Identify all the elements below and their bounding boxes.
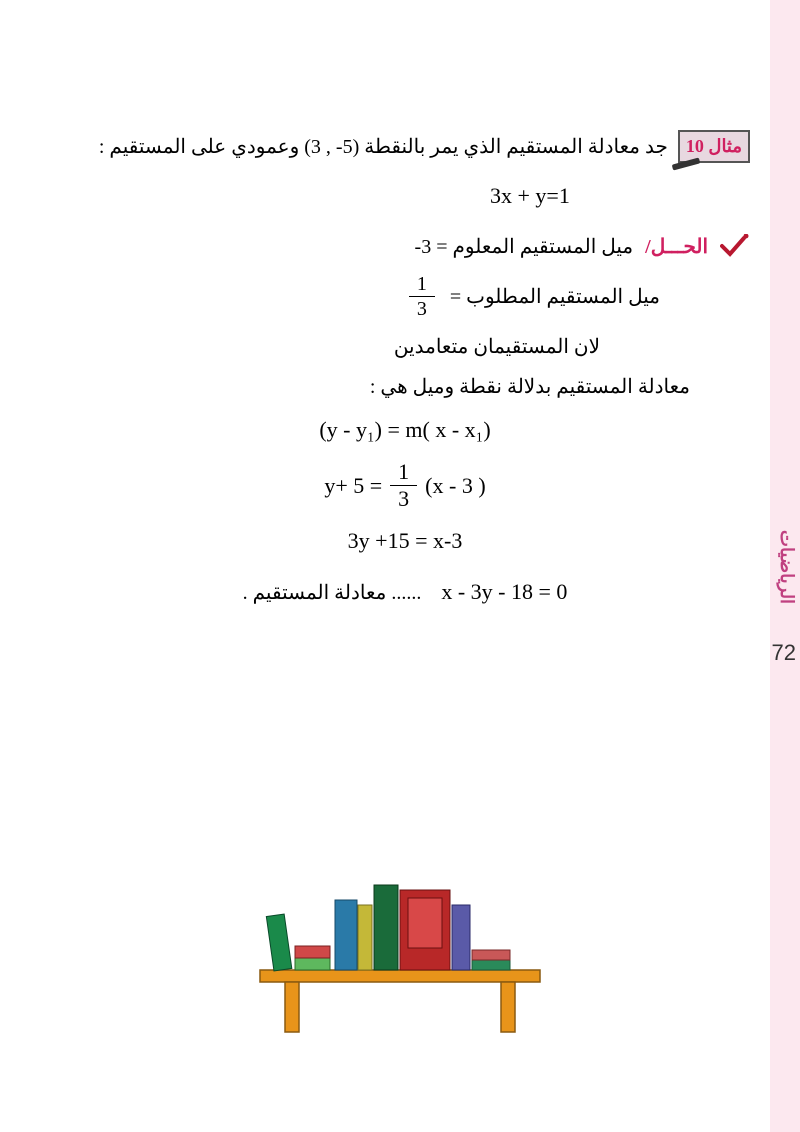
check-icon xyxy=(720,234,750,259)
pencil-icon xyxy=(672,157,701,170)
solution-label: الحـــل/ xyxy=(645,234,708,259)
slope-fraction: 1 3 xyxy=(409,274,435,319)
step1-left: y+ 5 = xyxy=(324,473,382,499)
final-equation: x - 3y - 18 = 0 xyxy=(441,579,567,605)
substitution-step: y+ 5 = 1 3 (x - 3 ) xyxy=(60,461,750,510)
solution-header: الحـــل/ ميل المستقيم المعلوم = 3- xyxy=(60,234,750,259)
fraction-numerator: 1 xyxy=(409,274,435,297)
subject-label: الرياضيات xyxy=(776,530,798,604)
known-slope: ميل المستقيم المعلوم = 3- xyxy=(415,234,634,259)
perpendicular-note: لان المستقيمان متعامدين xyxy=(60,334,750,359)
point-slope-intro: معادلة المستقيم بدلالة نقطة وميل هي : xyxy=(60,374,750,399)
required-slope-line: ميل المستقيم المطلوب = 1 3 xyxy=(60,274,750,319)
final-label: ...... معادلة المستقيم . xyxy=(243,580,422,605)
page-number: 72 xyxy=(772,640,796,666)
final-answer-line: x - 3y - 18 = 0 ...... معادلة المستقيم . xyxy=(60,579,750,605)
bookshelf-illustration xyxy=(240,870,560,1050)
page-content: مثال 10 جد معادلة المستقيم الذي يمر بالن… xyxy=(60,130,750,630)
step1-num: 1 xyxy=(390,461,417,486)
step1-den: 3 xyxy=(390,486,417,510)
example-number: مثال 10 xyxy=(686,136,742,156)
given-equation: 3x + y=1 xyxy=(60,183,750,209)
step1-fraction: 1 3 xyxy=(390,461,417,510)
step1-right: (x - 3 ) xyxy=(425,473,485,499)
fraction-denominator: 3 xyxy=(409,297,435,319)
right-sidebar: الرياضيات 72 xyxy=(770,0,800,1132)
required-slope-label: ميل المستقيم المطلوب = xyxy=(450,284,660,309)
point-slope-formula: (y - y₁) = m( x - x₁) xyxy=(60,417,750,443)
example-label: مثال 10 xyxy=(678,130,750,163)
problem-text: جد معادلة المستقيم الذي يمر بالنقطة (5- … xyxy=(99,134,668,159)
problem-statement: مثال 10 جد معادلة المستقيم الذي يمر بالن… xyxy=(60,130,750,163)
simplify-step: 3y +15 = x-3 xyxy=(60,528,750,554)
